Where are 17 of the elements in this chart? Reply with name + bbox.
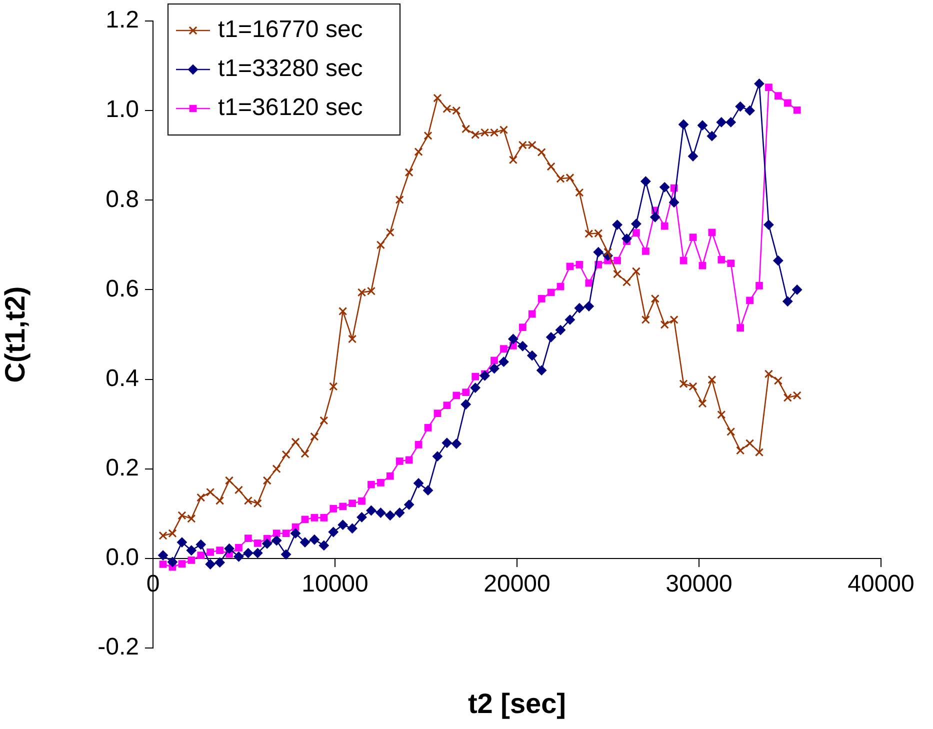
x-axis-title: t2 [sec] — [466, 688, 568, 720]
x-tick-label: 30000 — [666, 570, 732, 598]
y-tick-label: -0.2 — [98, 634, 139, 661]
y-tick-label: 0.6 — [106, 275, 139, 302]
y-tick-label: 0.2 — [106, 454, 139, 482]
x-tick-label: 40000 — [848, 570, 914, 598]
y-tick-label: 0.0 — [106, 544, 139, 572]
legend-label: t1=33280 sec — [218, 55, 363, 82]
y-tick-label: 0.8 — [106, 186, 139, 213]
legend-label: t1=16770 sec — [218, 16, 363, 44]
y-tick-label: 1.2 — [106, 6, 139, 34]
y-tick-label: 1.0 — [106, 96, 139, 124]
y-axis-title: C(t1,t2) — [0, 286, 31, 383]
x-tick-label: 10000 — [302, 570, 368, 598]
legend-label: t1=36120 sec — [218, 94, 363, 122]
y-tick-label: 0.4 — [106, 364, 139, 392]
x-tick-label: 20000 — [484, 570, 550, 598]
